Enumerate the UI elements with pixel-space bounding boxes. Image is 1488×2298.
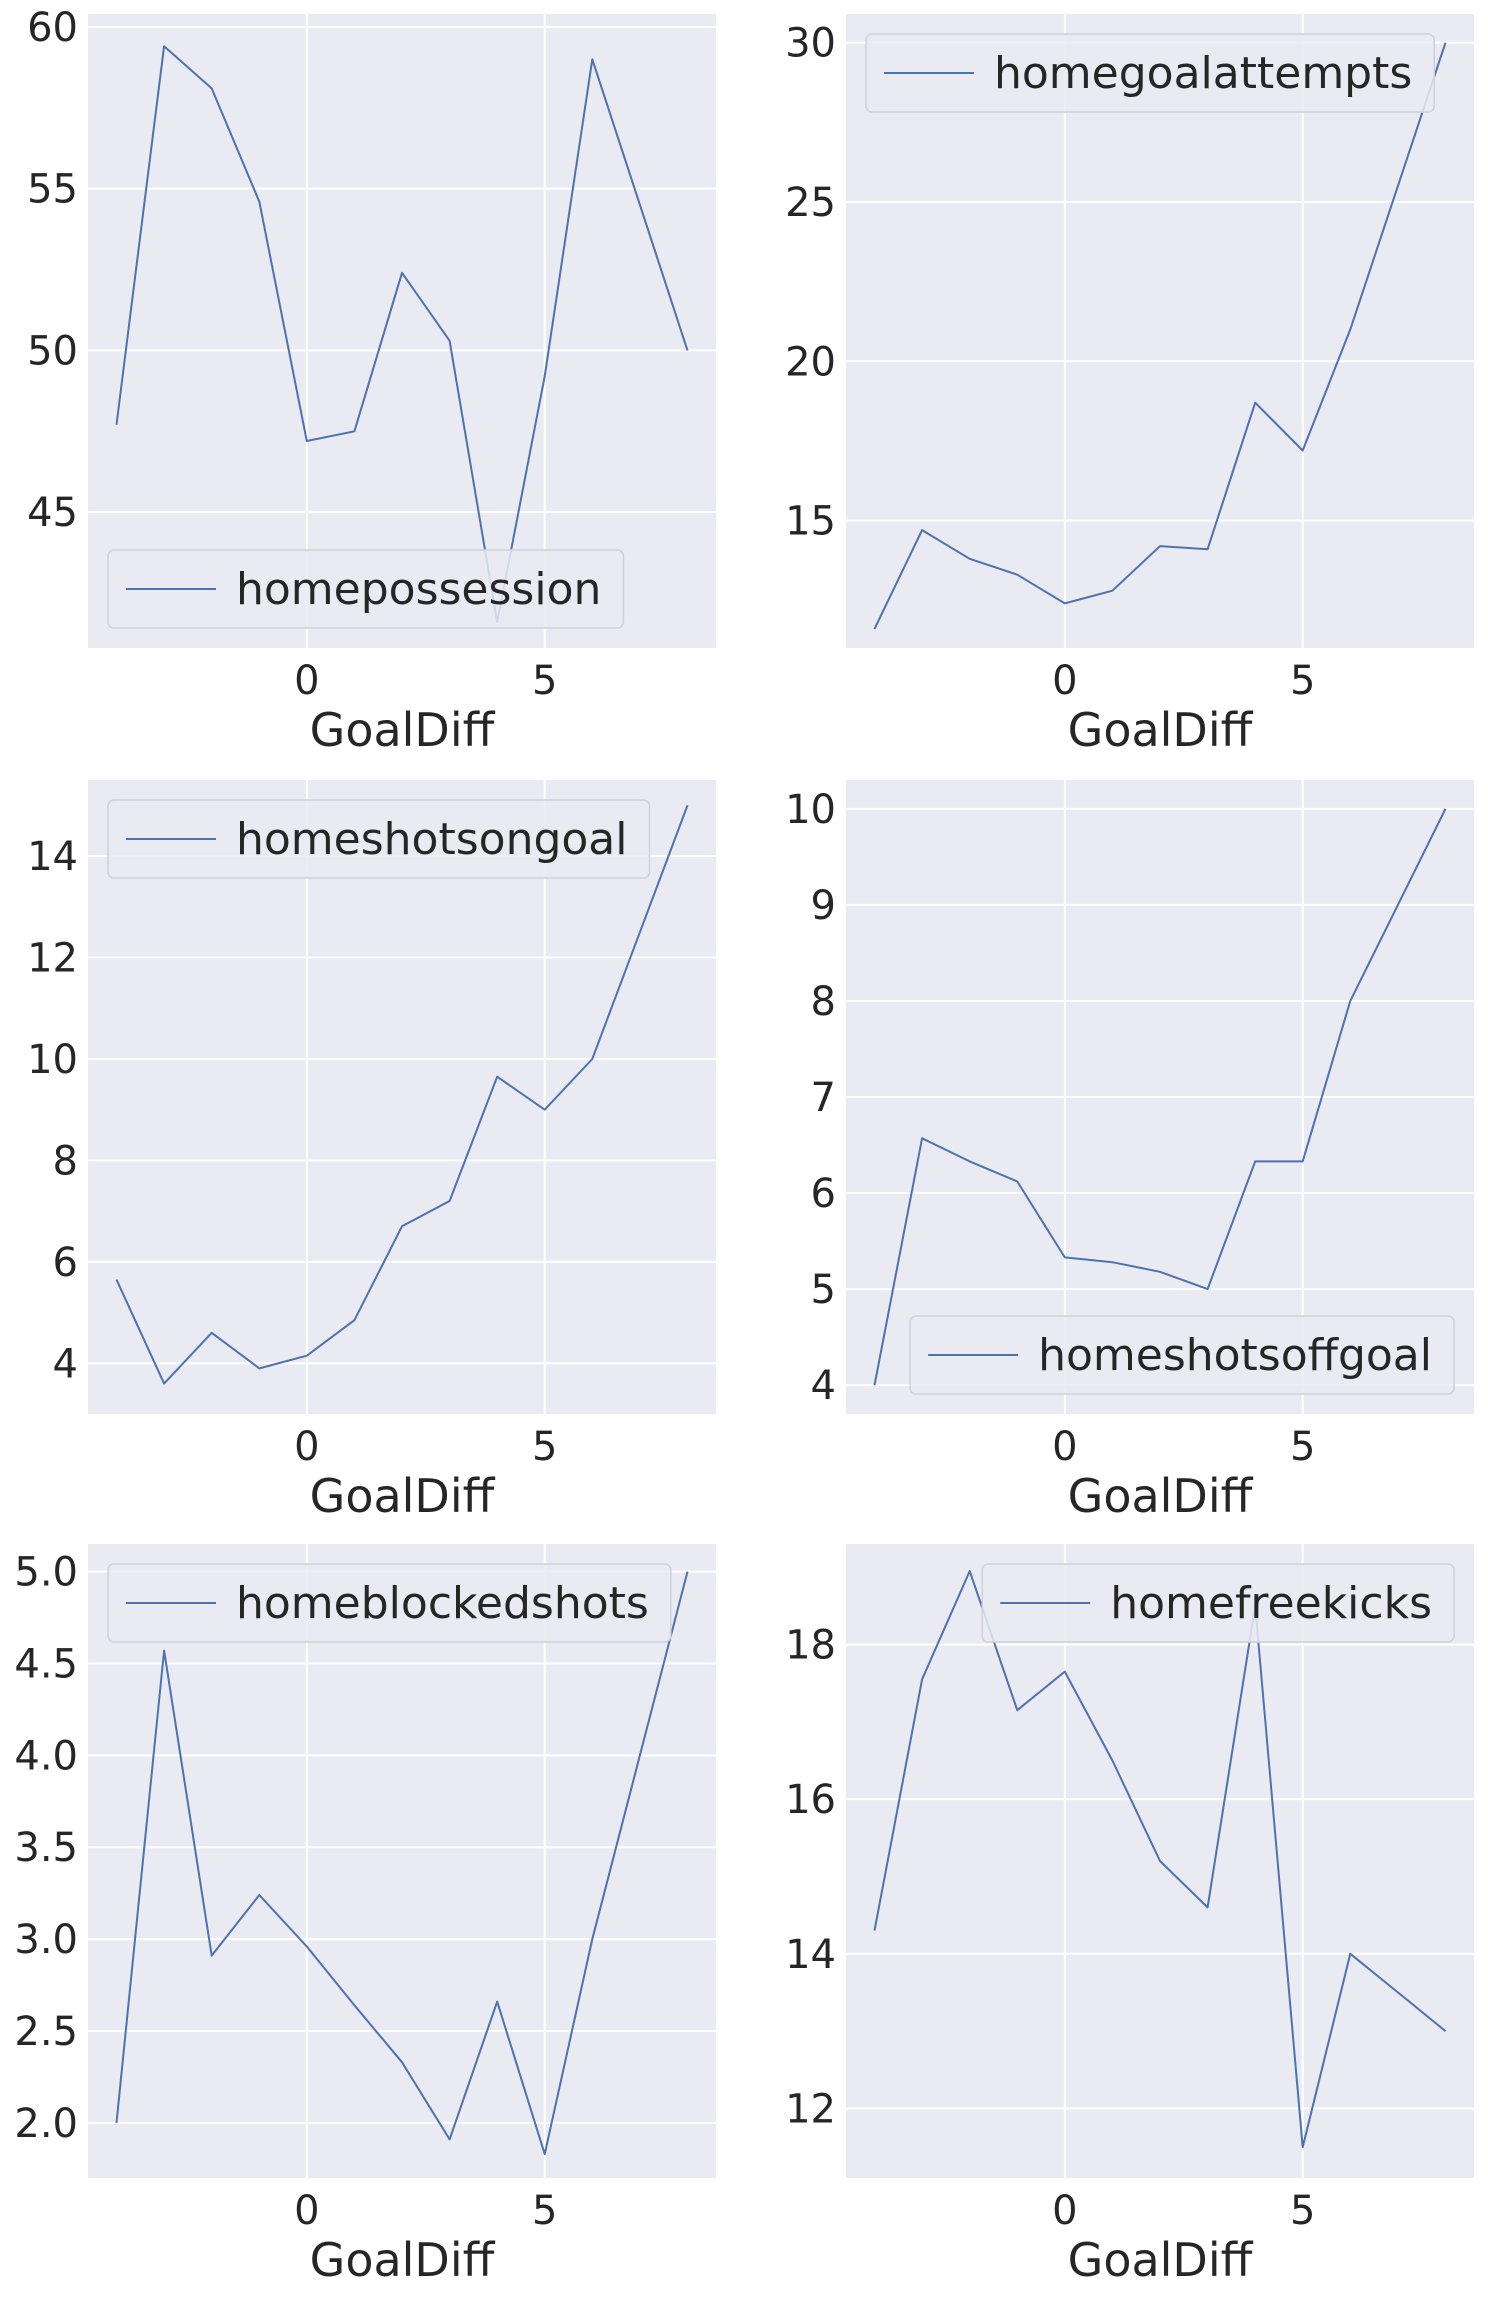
chart-panel-5: 0 5 2.0 2.5 3.0 3.5 4.0 4.5 5.0 GoalDiff homeblock… (14, 1544, 716, 2287)
x-tick-label: 0 (294, 1424, 319, 1470)
legend: homeblockedshots (107, 1563, 672, 1643)
plot-area (88, 780, 716, 1414)
x-axis-label: GoalDiff (310, 703, 496, 757)
legend-entry: homegoalattempts (994, 48, 1412, 99)
legend-entry: homepossession (236, 564, 601, 615)
chart-panel-6: 0 5 12 14 16 18 GoalDiff homefreekicks (785, 1544, 1474, 2287)
y-tick-label: 4 (53, 1341, 78, 1387)
x-tick-label: 0 (1052, 1424, 1077, 1470)
legend-box (909, 1315, 1455, 1395)
y-tick-label: 8 (811, 979, 836, 1025)
y-tick-label: 25 (785, 180, 836, 226)
plot-area (846, 14, 1474, 648)
plot-area (88, 1544, 716, 2178)
x-tick-label: 0 (1052, 2188, 1077, 2234)
y-tick-label: 50 (27, 328, 78, 374)
x-axis-label: GoalDiff (310, 1469, 496, 1523)
y-tick-label: 6 (53, 1240, 78, 1286)
series-line-homeblockedshots (115, 1571, 689, 2156)
y-tick-label: 3.0 (14, 1917, 78, 1963)
y-tick-label: 9 (811, 883, 836, 929)
legend: homefreekicks (981, 1563, 1455, 1643)
y-tick-label: 4.0 (14, 1733, 78, 1779)
x-tick-label: 0 (1052, 658, 1077, 704)
series-line-homepossession (115, 45, 689, 624)
y-tick-label: 10 (785, 787, 836, 833)
chart-panel-2: 0 5 15 20 25 30 GoalDiff homegoalattempts (785, 14, 1474, 757)
x-tick-label: 5 (1290, 2188, 1315, 2234)
legend-box (107, 799, 651, 879)
x-tick-label: 0 (294, 2188, 319, 2234)
y-tick-label: 4 (811, 1363, 836, 1409)
legend: homeshotsongoal (107, 799, 651, 879)
x-tick-label: 5 (532, 1424, 557, 1470)
chart-panel-4: 0 5 4 5 6 7 8 9 10 GoalDiff homeshotsoffgoal (785, 780, 1474, 1523)
y-tick-label: 12 (785, 2086, 836, 2132)
y-tick-label: 16 (785, 1777, 836, 1823)
x-tick-label: 5 (532, 658, 557, 704)
y-tick-label: 2.5 (14, 2009, 78, 2055)
y-tick-label: 14 (27, 834, 78, 880)
y-tick-label: 18 (785, 1623, 836, 1669)
y-tick-label: 5.0 (14, 1550, 78, 1596)
series-line-homeshotsoffgoal (873, 808, 1447, 1386)
y-tick-label: 7 (811, 1075, 836, 1121)
legend: homeshotsoffgoal (909, 1315, 1455, 1395)
y-tick-label: 15 (785, 499, 836, 545)
x-axis-label: GoalDiff (1068, 703, 1254, 757)
x-axis-label: GoalDiff (1068, 1469, 1254, 1523)
x-tick-label: 5 (1290, 1424, 1315, 1470)
legend: homepossession (107, 549, 625, 629)
y-tick-label: 60 (27, 5, 78, 51)
y-tick-label: 2.0 (14, 2101, 78, 2147)
y-tick-label: 8 (53, 1138, 78, 1184)
y-tick-label: 14 (785, 1932, 836, 1978)
legend-entry: homeshotsongoal (236, 814, 628, 865)
legend-entry: homeblockedshots (236, 1578, 649, 1629)
y-tick-label: 20 (785, 339, 836, 385)
y-tick-label: 55 (27, 167, 78, 213)
y-tick-label: 3.5 (14, 1825, 78, 1871)
x-tick-label: 5 (1290, 658, 1315, 704)
series-line-homeshotsongoal (115, 805, 689, 1385)
y-tick-label: 12 (27, 936, 78, 982)
legend-box (107, 549, 625, 629)
legend-box (865, 33, 1436, 113)
legend-box (981, 1563, 1455, 1643)
legend-box (107, 1563, 672, 1643)
x-tick-label: 5 (532, 2188, 557, 2234)
x-tick-label: 0 (294, 658, 319, 704)
y-tick-label: 6 (811, 1171, 836, 1217)
series-line-homegoalattempts (873, 42, 1447, 630)
series-line-homefreekicks (873, 1570, 1447, 2149)
x-axis-label: GoalDiff (1068, 2233, 1254, 2287)
chart-panel-1: 0 5 45 50 55 60 GoalDiff homepossession (27, 5, 716, 757)
y-tick-label: 10 (27, 1037, 78, 1083)
chart-panel-3: 0 5 4 6 8 10 12 14 GoalDiff homeshotsongoal (27, 780, 716, 1523)
legend-entry: homefreekicks (1110, 1578, 1432, 1629)
x-axis-label: GoalDiff (310, 2233, 496, 2287)
y-tick-label: 5 (811, 1267, 836, 1313)
y-tick-label: 45 (27, 490, 78, 536)
legend-entry: homeshotsoffgoal (1038, 1330, 1432, 1381)
legend: homegoalattempts (865, 33, 1436, 113)
y-tick-label: 30 (785, 21, 836, 67)
y-tick-label: 4.5 (14, 1641, 78, 1687)
